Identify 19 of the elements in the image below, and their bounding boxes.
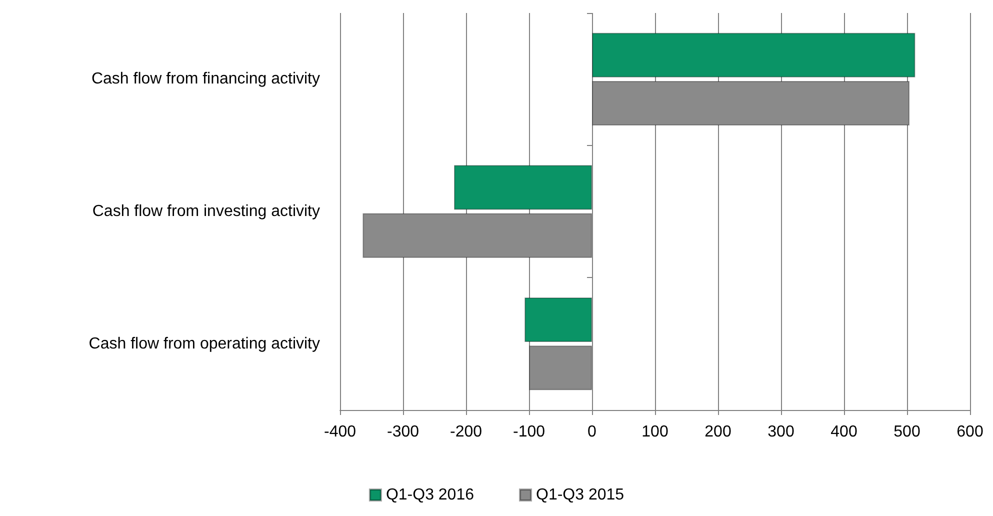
legend-label: Q1-Q3 2015 bbox=[536, 486, 624, 504]
x-tick-label: 0 bbox=[588, 424, 597, 440]
y-tick-label: Cash flow from investing activity bbox=[92, 203, 320, 220]
x-tick-label: 600 bbox=[956, 424, 984, 440]
x-tick-label: -400 bbox=[324, 424, 356, 440]
x-tick-label: -100 bbox=[512, 424, 546, 440]
x-tick-label: 500 bbox=[894, 424, 920, 440]
x-tick-label: 300 bbox=[768, 424, 794, 440]
y-tick-label: Cash flow from operating activity bbox=[88, 335, 320, 352]
y-tick-label: Cash flow from financing activity bbox=[91, 70, 320, 88]
x-tick-label: 100 bbox=[642, 424, 668, 440]
x-tick-label: 400 bbox=[830, 424, 858, 440]
legend-label: Q1-Q3 2016 bbox=[386, 486, 474, 504]
x-tick-label: 200 bbox=[704, 424, 732, 440]
x-tick-label: -300 bbox=[386, 424, 420, 440]
bar bbox=[592, 32, 916, 78]
bar bbox=[454, 165, 592, 210]
x-tick-label: -200 bbox=[450, 424, 482, 440]
bar bbox=[524, 298, 592, 342]
